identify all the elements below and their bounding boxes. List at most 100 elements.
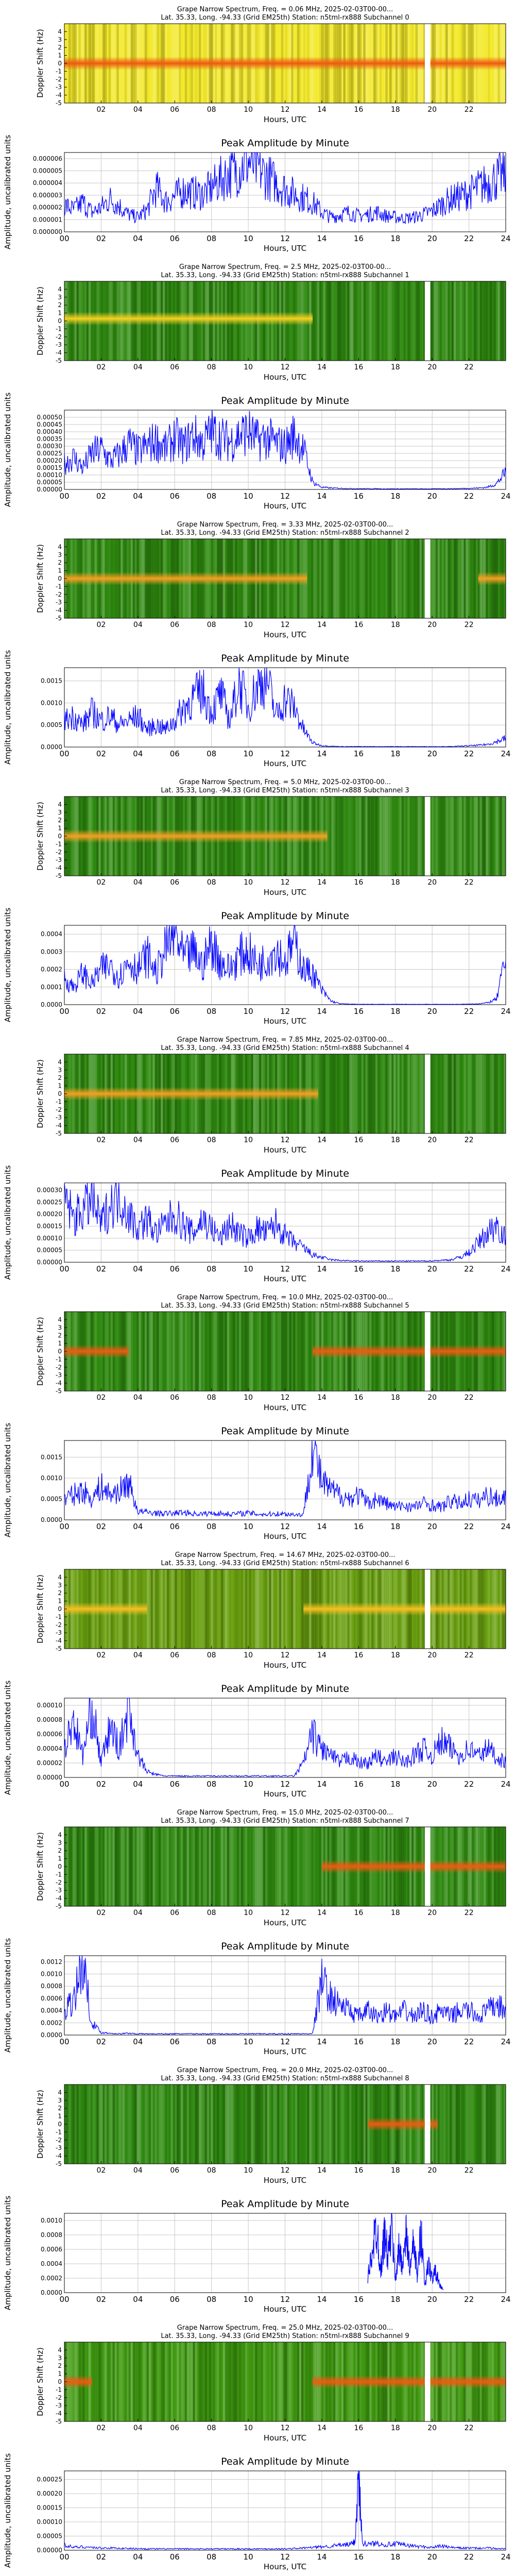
- heatmap-stripe: [323, 1054, 326, 1133]
- data-gap: [424, 539, 431, 618]
- heatmap-stripe: [193, 2084, 195, 2164]
- heatmap-stripe: [183, 1569, 185, 1649]
- heatmap-stripe: [500, 2084, 502, 2164]
- heatmap-stripe: [504, 796, 506, 876]
- heatmap-stripe: [188, 1827, 192, 1906]
- heatmap-stripe: [363, 796, 366, 876]
- y-tick-label: 1: [58, 2113, 62, 2120]
- heatmap-stripe: [321, 2084, 324, 2164]
- chart-panel-0: Grape Narrow Spectrum, Freq. = 0.06 MHz,…: [36, 6, 506, 124]
- y-tick-label: 4: [58, 1058, 62, 1065]
- y-tick-label: -4: [56, 1380, 62, 1387]
- x-tick-label: 02: [96, 492, 106, 501]
- heatmap-stripe: [225, 1827, 228, 1906]
- heatmap-stripe: [319, 1054, 322, 1133]
- heatmap-stripe: [255, 1827, 258, 1906]
- y-tick-label: -4: [56, 607, 62, 614]
- x-tick-label: 14: [317, 106, 327, 114]
- heatmap-stripe: [128, 2084, 131, 2164]
- heatmap-stripe: [220, 2084, 224, 2164]
- heatmap-stripe: [345, 281, 348, 361]
- x-tick-label: 20: [427, 1522, 437, 1531]
- y-tick-label: -4: [56, 92, 62, 99]
- heatmap-stripe: [475, 539, 478, 618]
- x-tick-label: 08: [207, 2295, 216, 2304]
- heatmap-stripe: [305, 2342, 307, 2421]
- heatmap-stripe: [175, 2084, 177, 2164]
- heatmap-stripe: [439, 1054, 441, 1133]
- heatmap-stripe: [469, 2084, 472, 2164]
- heatmap-stripe: [497, 1054, 500, 1133]
- heatmap-stripe: [365, 539, 368, 618]
- heatmap-stripe: [279, 2084, 282, 2164]
- heatmap-stripe: [139, 2084, 141, 2164]
- heatmap-stripe: [339, 796, 342, 876]
- heatmap-stripe: [497, 796, 500, 876]
- x-tick-label: 00: [59, 492, 69, 501]
- x-tick-label: 00: [59, 749, 69, 758]
- heatmap-stripe: [357, 539, 360, 618]
- y-tick-label: 0.00004: [37, 1745, 62, 1752]
- y-tick-label: 0.00000: [37, 486, 62, 493]
- heatmap-stripe: [265, 1312, 267, 1391]
- x-tick-label: 14: [317, 1007, 327, 1016]
- heatmap-stripe: [415, 1054, 418, 1133]
- heatmap-stripe: [457, 2084, 460, 2164]
- heatmap-stripe: [223, 1312, 225, 1391]
- heatmap-stripe: [251, 2342, 253, 2421]
- x-tick-label: 16: [354, 363, 363, 371]
- x-tick-label: 14: [317, 1651, 327, 1659]
- heatmap-stripe: [309, 539, 311, 618]
- x-tick-label: 20: [427, 2037, 437, 2046]
- heatmap-stripe: [148, 2342, 151, 2421]
- heatmap-stripe: [329, 1054, 332, 1133]
- y-tick-label: 0.00020: [37, 2490, 62, 2497]
- heatmap-stripe: [299, 1827, 301, 1906]
- x-tick-label: 10: [244, 1909, 253, 1917]
- heatmap-stripe: [237, 1569, 239, 1649]
- heatmap-stripe: [411, 1054, 414, 1133]
- heatmap-stripe: [82, 1827, 85, 1906]
- heatmap-stripe: [434, 796, 436, 876]
- x-tick-label: 22: [465, 1136, 474, 1144]
- chart-panel-1: Peak Amplitude by Minute 00 02 04 06 08 10 12 14…: [3, 135, 511, 253]
- y-tick-label: -4: [56, 2410, 62, 2417]
- heatmap-stripe: [263, 1827, 266, 1906]
- heatmap-stripe: [180, 2084, 183, 2164]
- x-tick-label: 14: [317, 1909, 327, 1917]
- heatmap-stripe: [403, 281, 406, 361]
- heatmap-stripe: [204, 2084, 208, 2164]
- heatmap-stripe: [341, 2084, 344, 2164]
- heatmap-stripe: [122, 2342, 125, 2421]
- heatmap-stripe: [407, 796, 410, 876]
- heatmap-stripe: [114, 1827, 117, 1906]
- x-tick-label: 04: [133, 749, 143, 758]
- heatmap-stripe: [379, 281, 382, 361]
- heatmap-stripe: [389, 539, 392, 618]
- heatmap-stripe: [165, 1312, 167, 1391]
- heatmap-stripe: [116, 2084, 118, 2164]
- heatmap-stripe: [188, 2342, 192, 2421]
- heatmap-stripe: [347, 281, 350, 361]
- heatmap-stripe: [209, 1312, 211, 1391]
- heatmap-stripe: [453, 796, 456, 876]
- x-tick-label: 10: [244, 1136, 253, 1144]
- heatmap-stripe: [383, 539, 385, 618]
- heatmap-stripe: [419, 1054, 422, 1133]
- heatmap-stripe: [275, 2342, 278, 2421]
- heatmap-stripe: [197, 1827, 199, 1906]
- heatmap-stripe: [311, 1312, 314, 1391]
- heatmap-stripe: [391, 1054, 394, 1133]
- y-axis-label: Doppler Shift (Hz): [36, 286, 45, 355]
- x-tick-label: 04: [133, 2424, 143, 2432]
- y-tick-label: 0.00002: [37, 1759, 62, 1767]
- x-tick-label: 20: [427, 1909, 437, 1917]
- heatmap-stripe: [337, 539, 340, 618]
- heatmap-stripe: [448, 796, 450, 876]
- heatmap-stripe: [164, 1569, 167, 1649]
- x-tick-label: 06: [170, 1007, 180, 1016]
- x-tick-label: 12: [280, 492, 290, 501]
- heatmap-stripe: [473, 539, 476, 618]
- heatmap-stripe: [459, 796, 462, 876]
- amplitude-series-line: [64, 152, 506, 224]
